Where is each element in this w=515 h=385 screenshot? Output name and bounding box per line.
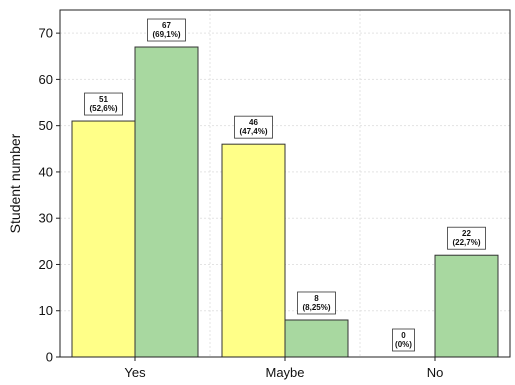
data-label-value: 8 [314, 294, 319, 303]
y-axis-title: Student number [7, 133, 23, 233]
data-label-value: 51 [99, 95, 108, 104]
y-tick-label: 40 [39, 164, 53, 179]
data-label-box [234, 115, 273, 139]
x-axis: Yes Maybe No [124, 357, 443, 380]
bars [71, 46, 499, 358]
bar [134, 46, 199, 358]
y-tick-label: 50 [39, 118, 53, 133]
data-label-box [392, 328, 415, 352]
y-tick-label: 30 [39, 211, 53, 226]
data-label-value: 0 [401, 331, 406, 340]
data-label-percent: (69,1%) [152, 30, 180, 39]
data-label-box [147, 18, 186, 42]
bar [221, 143, 286, 358]
x-tick-label: No [427, 365, 444, 380]
data-label-percent: (0%) [395, 340, 412, 349]
y-tick-label: 0 [46, 350, 53, 365]
data-label-percent: (52,6%) [89, 104, 117, 113]
y-tick-label: 70 [39, 26, 53, 41]
data-label-box [447, 226, 486, 250]
data-label-value: 67 [162, 21, 171, 30]
x-tick-label: Yes [124, 365, 146, 380]
data-label-percent: (8,25%) [302, 303, 330, 312]
y-tick-label: 10 [39, 303, 53, 318]
bar [434, 254, 499, 358]
data-labels: 51(52,6%) 67(69,1%) 46(47,4%) 8(8,25%) 0(0%)… [84, 18, 486, 352]
x-tick-label: Maybe [265, 365, 304, 380]
data-label-box [84, 92, 123, 116]
y-axis: 0 10 20 30 40 50 60 70 [39, 26, 60, 365]
bar [71, 120, 136, 358]
data-label-percent: (47,4%) [239, 127, 267, 136]
data-label-value: 46 [249, 118, 258, 127]
bar [284, 319, 349, 358]
data-label-percent: (22,7%) [452, 238, 480, 247]
y-tick-label: 60 [39, 72, 53, 87]
y-tick-label: 20 [39, 257, 53, 272]
data-label-value: 22 [462, 229, 471, 238]
data-label-box [297, 291, 336, 315]
